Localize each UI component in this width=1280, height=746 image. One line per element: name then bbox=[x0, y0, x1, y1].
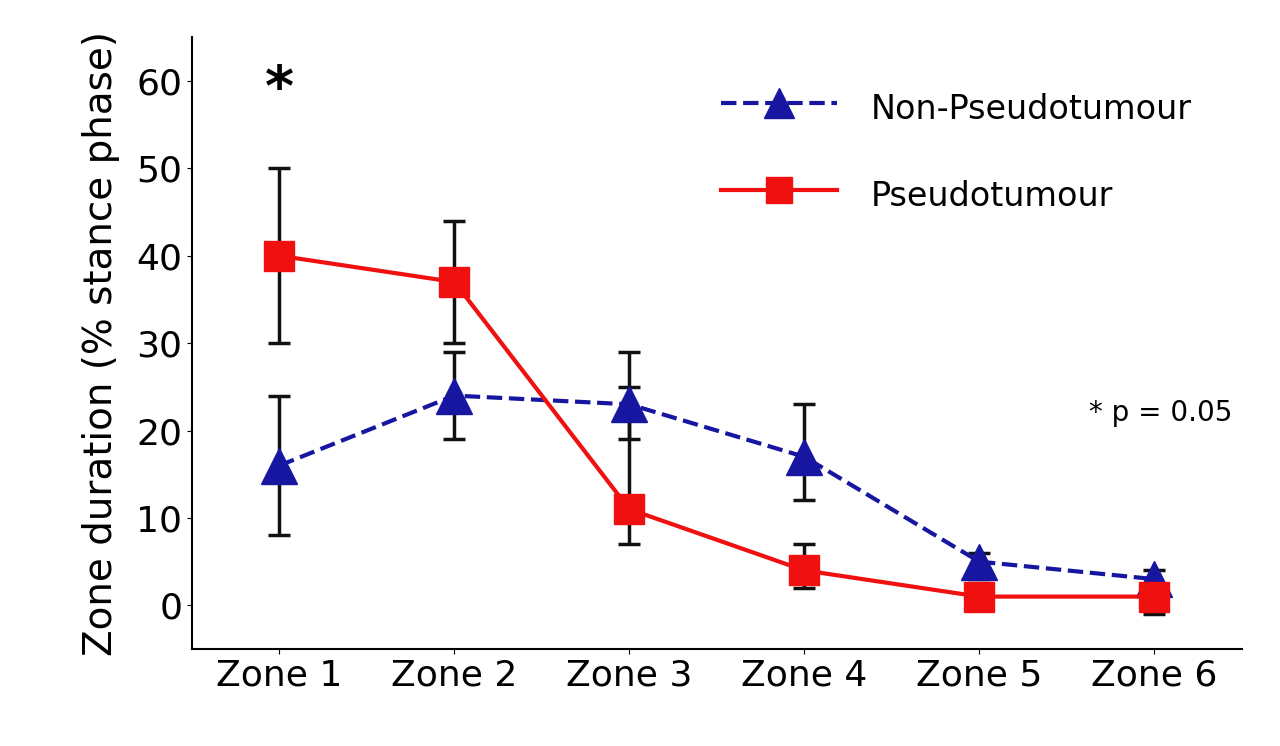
Text: * p = 0.05: * p = 0.05 bbox=[1089, 399, 1233, 427]
Pseudotumour bbox=[1147, 592, 1162, 601]
Legend: Non-Pseudotumour, Pseudotumour: Non-Pseudotumour, Pseudotumour bbox=[687, 54, 1225, 248]
Line: Pseudotumour: Pseudotumour bbox=[264, 240, 1170, 612]
Non-Pseudotumour bbox=[622, 400, 637, 409]
Pseudotumour bbox=[271, 251, 287, 260]
Non-Pseudotumour bbox=[1147, 574, 1162, 583]
Line: Non-Pseudotumour: Non-Pseudotumour bbox=[261, 377, 1172, 597]
Y-axis label: Zone duration (% stance phase): Zone duration (% stance phase) bbox=[82, 31, 119, 656]
Pseudotumour bbox=[622, 505, 637, 514]
Non-Pseudotumour bbox=[972, 557, 987, 566]
Non-Pseudotumour bbox=[271, 461, 287, 470]
Non-Pseudotumour bbox=[796, 452, 812, 461]
Pseudotumour bbox=[972, 592, 987, 601]
Pseudotumour bbox=[796, 566, 812, 575]
Text: *: * bbox=[265, 63, 294, 116]
Pseudotumour bbox=[447, 278, 462, 286]
Non-Pseudotumour bbox=[447, 391, 462, 400]
